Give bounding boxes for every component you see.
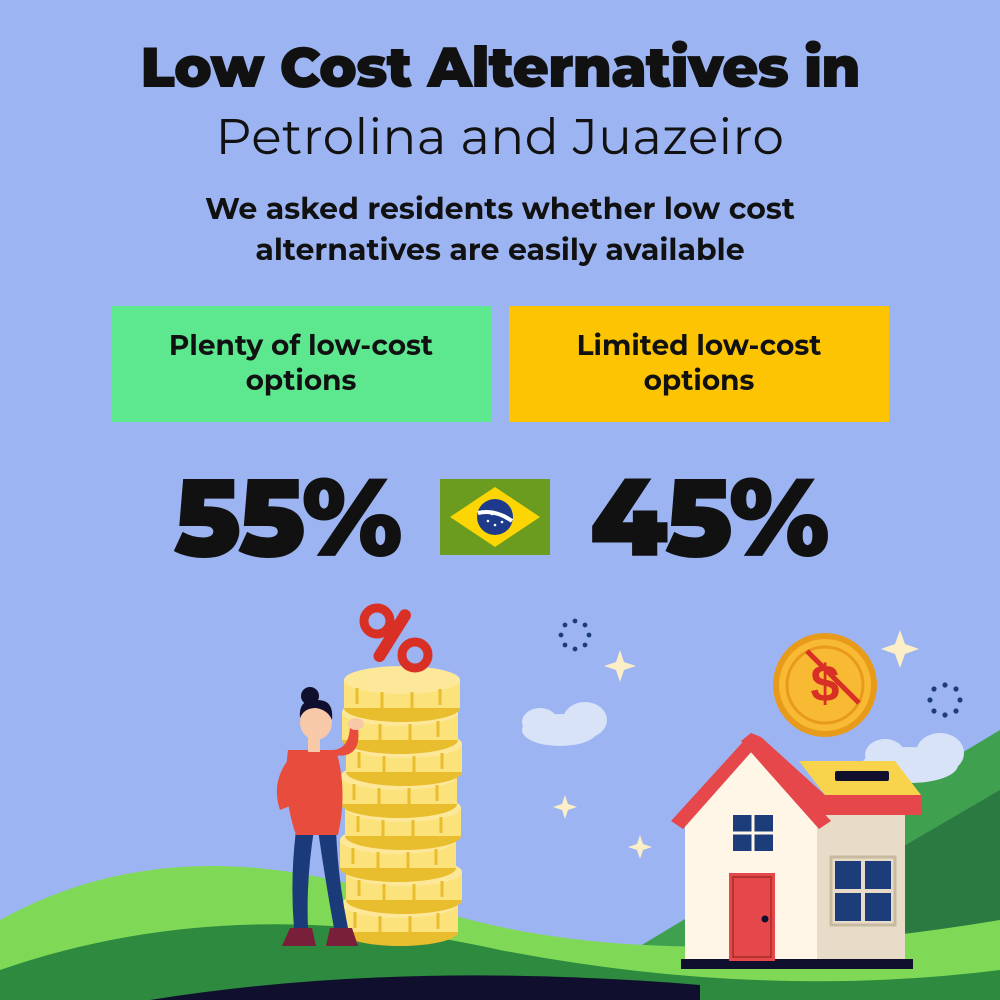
- option-plenty-label: Plenty of low-cost options: [141, 329, 461, 399]
- subtitle: We asked residents whether low cost alte…: [120, 189, 880, 270]
- spinner-right-icon: [927, 682, 962, 717]
- option-limited-label: Limited low-cost options: [539, 329, 859, 399]
- brazil-flag-icon: [440, 479, 550, 555]
- options-row: Plenty of low-cost options Limited low-c…: [50, 306, 950, 422]
- dollar-coin-icon: $: [773, 633, 877, 737]
- percent-icon: [364, 607, 428, 668]
- percent-right: 45%: [590, 450, 827, 584]
- svg-text:$: $: [811, 655, 840, 713]
- option-plenty: Plenty of low-cost options: [111, 306, 491, 422]
- coin-stack-icon: [340, 666, 462, 946]
- illustration-scene: $: [0, 590, 1000, 1000]
- percent-left: 55%: [173, 450, 399, 584]
- title-line-1: Low Cost Alternatives in: [50, 38, 950, 100]
- percent-row: 55% 45%: [50, 450, 950, 584]
- title-line-2: Petrolina and Juazeiro: [50, 108, 950, 166]
- cloud-left-icon: [522, 702, 607, 746]
- spinner-left-icon: [559, 619, 592, 652]
- option-limited: Limited low-cost options: [509, 306, 889, 422]
- house-icon: [671, 733, 921, 969]
